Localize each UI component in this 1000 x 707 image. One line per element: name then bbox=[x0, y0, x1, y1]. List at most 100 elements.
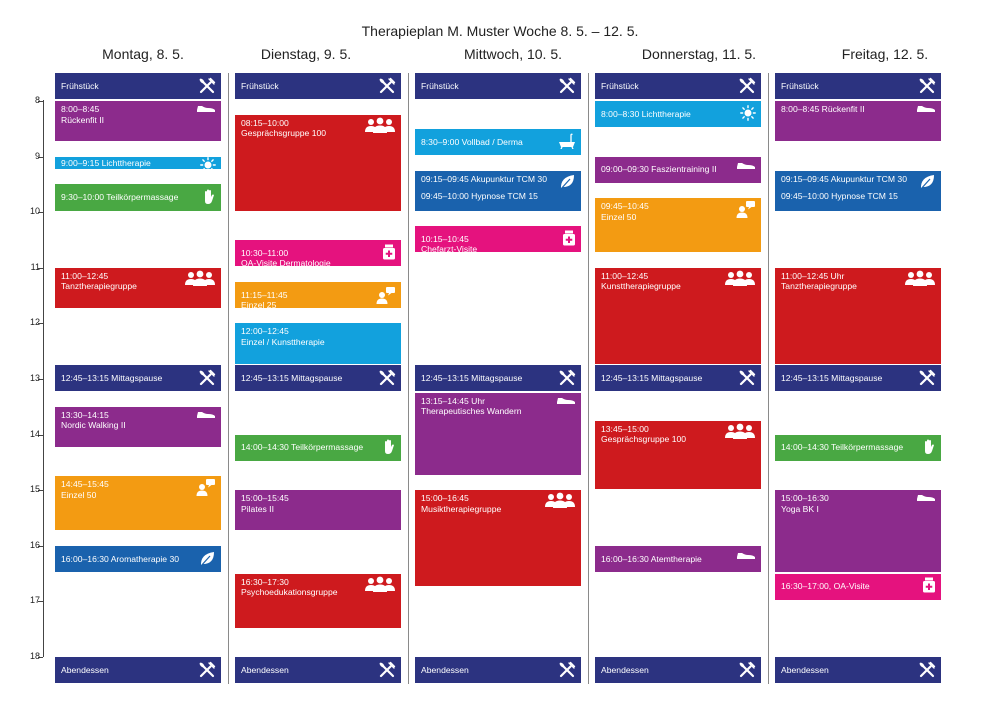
event-block[interactable]: 12:45–13:15 Mittagspause bbox=[775, 365, 941, 392]
shoe-icon bbox=[556, 395, 576, 408]
event-block[interactable]: Frühstück bbox=[55, 73, 221, 100]
event-block[interactable]: Abendessen bbox=[775, 657, 941, 684]
event-block[interactable]: 8:30–9:00 Vollbad / Derma bbox=[415, 128, 581, 156]
fork-knife-icon bbox=[738, 661, 756, 682]
group-icon bbox=[904, 270, 936, 289]
event-sublabel: 09:45–10:00 Hypnose TCM 15 bbox=[421, 191, 538, 201]
event-label: Abendessen bbox=[601, 664, 649, 675]
event-block[interactable]: Abendessen bbox=[55, 657, 221, 684]
page-title: Therapieplan M. Muster Woche 8. 5. – 12.… bbox=[361, 23, 639, 39]
hour-tick bbox=[38, 601, 43, 603]
event-block[interactable]: 09:45–10:45 Einzel 50 bbox=[595, 198, 761, 253]
medicine-icon bbox=[382, 244, 396, 263]
event-block[interactable]: 15:00–16:30 Yoga BK I bbox=[775, 490, 941, 573]
shoe-icon bbox=[916, 103, 936, 116]
event-block[interactable]: 12:00–12:45 Einzel / Kunsttherapie bbox=[235, 323, 401, 364]
event-label: 9:30–10:00 Teilkörpermassage bbox=[61, 192, 179, 203]
hour-tick bbox=[38, 545, 43, 547]
event-block[interactable]: 13:30–14:15 Nordic Walking II bbox=[55, 406, 221, 447]
event-block[interactable]: 11:00–12:45 Kunsttherapiegruppe bbox=[595, 267, 761, 364]
event-block[interactable]: 12:45–13:15 Mittagspause bbox=[595, 365, 761, 392]
event-label: Frühstück bbox=[781, 81, 819, 92]
hour-label: 18 bbox=[29, 651, 40, 661]
shoe-icon bbox=[736, 550, 756, 563]
event-block[interactable]: 11:00–12:45 Uhr Tanztherapiegruppe bbox=[775, 267, 941, 364]
event-block[interactable]: 10:15–10:45 Chefarzt-Visite bbox=[415, 226, 581, 253]
event-block[interactable]: 11:15–11:45 Einzel 25 bbox=[235, 281, 401, 308]
hour-tick bbox=[38, 323, 43, 325]
event-block[interactable]: 16:30–17:30 Psychoedukationsgruppe bbox=[235, 573, 401, 628]
hour-tick bbox=[38, 267, 43, 269]
group-icon bbox=[364, 576, 396, 595]
event-block[interactable]: 15:00–16:45 Musiktherapiegruppe bbox=[415, 490, 581, 586]
event-block[interactable]: 16:00–16:30 Aromatherapie 30 bbox=[55, 545, 221, 573]
event-label: Abendessen bbox=[61, 664, 109, 675]
event-label: 16:30–17:30 Psychoedukationsgruppe bbox=[241, 576, 338, 598]
sun-icon bbox=[740, 104, 756, 124]
event-block[interactable]: 13:15–14:45 Uhr Therapeutisches Wandern bbox=[415, 392, 581, 475]
event-block[interactable]: 15:00–15:45 Pilates II bbox=[235, 490, 401, 531]
event-block[interactable]: 11:00–12:45 Tanztherapiegruppe bbox=[55, 267, 221, 308]
event-block[interactable]: 14:00–14:30 Teilkörpermassage bbox=[235, 434, 401, 461]
time-axis bbox=[43, 100, 44, 657]
event-block[interactable]: 8:00–8:45 Rückenfit II bbox=[775, 101, 941, 142]
event-block[interactable]: Frühstück bbox=[775, 73, 941, 100]
fork-knife-icon bbox=[558, 661, 576, 682]
event-label: 16:00–16:30 Atemtherapie bbox=[601, 553, 702, 564]
event-label: 14:00–14:30 Teilkörpermassage bbox=[241, 442, 364, 453]
event-block[interactable]: 12:45–13:15 Mittagspause bbox=[415, 365, 581, 392]
event-block[interactable]: 16:00–16:30 Atemtherapie bbox=[595, 545, 761, 573]
event-block[interactable]: Abendessen bbox=[415, 657, 581, 684]
event-block[interactable]: 8:00–8:45 Rückenfit II bbox=[55, 101, 221, 142]
event-block[interactable]: 10:30–11:00 OA-Visite Dermatologie bbox=[235, 240, 401, 267]
event-label: 13:30–14:15 Nordic Walking II bbox=[61, 409, 126, 431]
event-block[interactable]: 12:45–13:15 Mittagspause bbox=[55, 365, 221, 392]
group-icon bbox=[724, 423, 756, 442]
leaf-icon bbox=[198, 550, 216, 571]
event-label: 13:15–14:45 Uhr Therapeutisches Wandern bbox=[421, 395, 522, 417]
column-divider bbox=[588, 73, 589, 684]
event-block[interactable]: 14:45–15:45 Einzel 50 bbox=[55, 476, 221, 531]
hour-label: 10 bbox=[29, 206, 40, 217]
hand-icon bbox=[202, 188, 216, 209]
hour-tick bbox=[38, 212, 43, 214]
event-label: Frühstück bbox=[421, 81, 459, 92]
hour-label: 8 bbox=[34, 95, 40, 105]
event-label: 10:15–10:45 Chefarzt-Visite bbox=[421, 233, 478, 253]
hand-icon bbox=[922, 438, 936, 459]
event-label: 8:30–9:00 Vollbad / Derma bbox=[421, 136, 523, 147]
event-block[interactable]: 09:15–09:45 Akupunktur TCM 30 09:45–10:00… bbox=[415, 170, 581, 211]
event-block[interactable]: Frühstück bbox=[235, 73, 401, 100]
leaf-icon bbox=[558, 173, 576, 194]
medicine-icon bbox=[922, 577, 936, 596]
event-block[interactable]: 9:30–10:00 Teilkörpermassage bbox=[55, 184, 221, 211]
event-block[interactable]: 13:45–15:00 Gesprächsgruppe 100 bbox=[595, 420, 761, 489]
event-label: 16:30–17:00, OA-Visite bbox=[781, 581, 870, 592]
column-divider bbox=[228, 73, 229, 684]
event-label: Frühstück bbox=[61, 81, 99, 92]
talk-icon bbox=[376, 286, 396, 307]
event-label: 09:00–09:30 Faszientraining II bbox=[601, 164, 717, 175]
fork-knife-icon bbox=[918, 369, 936, 390]
event-block[interactable]: 09:00–09:30 Faszientraining II bbox=[595, 156, 761, 183]
hour-tick bbox=[38, 490, 43, 492]
event-block[interactable]: Abendessen bbox=[595, 657, 761, 684]
event-block[interactable]: 8:00–8:30 Lichttherapie bbox=[595, 101, 761, 128]
event-label: 12:45–13:15 Mittagspause bbox=[61, 372, 163, 383]
fork-knife-icon bbox=[198, 77, 216, 98]
event-block[interactable]: Frühstück bbox=[595, 73, 761, 100]
event-block[interactable]: 16:30–17:00, OA-Visite bbox=[775, 573, 941, 600]
event-block[interactable]: Abendessen bbox=[235, 657, 401, 684]
event-block[interactable]: 12:45–13:15 Mittagspause bbox=[235, 365, 401, 392]
event-block[interactable]: 9:00–9:15 Lichttherapie bbox=[55, 156, 221, 169]
hour-label: 15 bbox=[29, 484, 40, 495]
event-block[interactable]: 14:00–14:30 Teilkörpermassage bbox=[775, 434, 941, 461]
event-block[interactable]: 09:15–09:45 Akupunktur TCM 30 09:45–10:00… bbox=[775, 170, 941, 211]
event-block[interactable]: 08:15–10:00 Gesprächsgruppe 100 bbox=[235, 114, 401, 211]
day-header-thursday: Donnerstag, 11. 5. bbox=[641, 46, 757, 62]
event-label: 12:45–13:15 Mittagspause bbox=[781, 372, 883, 383]
medicine-icon bbox=[562, 230, 576, 249]
event-label: 13:45–15:00 Gesprächsgruppe 100 bbox=[601, 423, 687, 445]
event-block[interactable]: Frühstück bbox=[415, 73, 581, 100]
event-label: 12:00–12:45 Einzel / Kunsttherapie bbox=[241, 326, 325, 347]
